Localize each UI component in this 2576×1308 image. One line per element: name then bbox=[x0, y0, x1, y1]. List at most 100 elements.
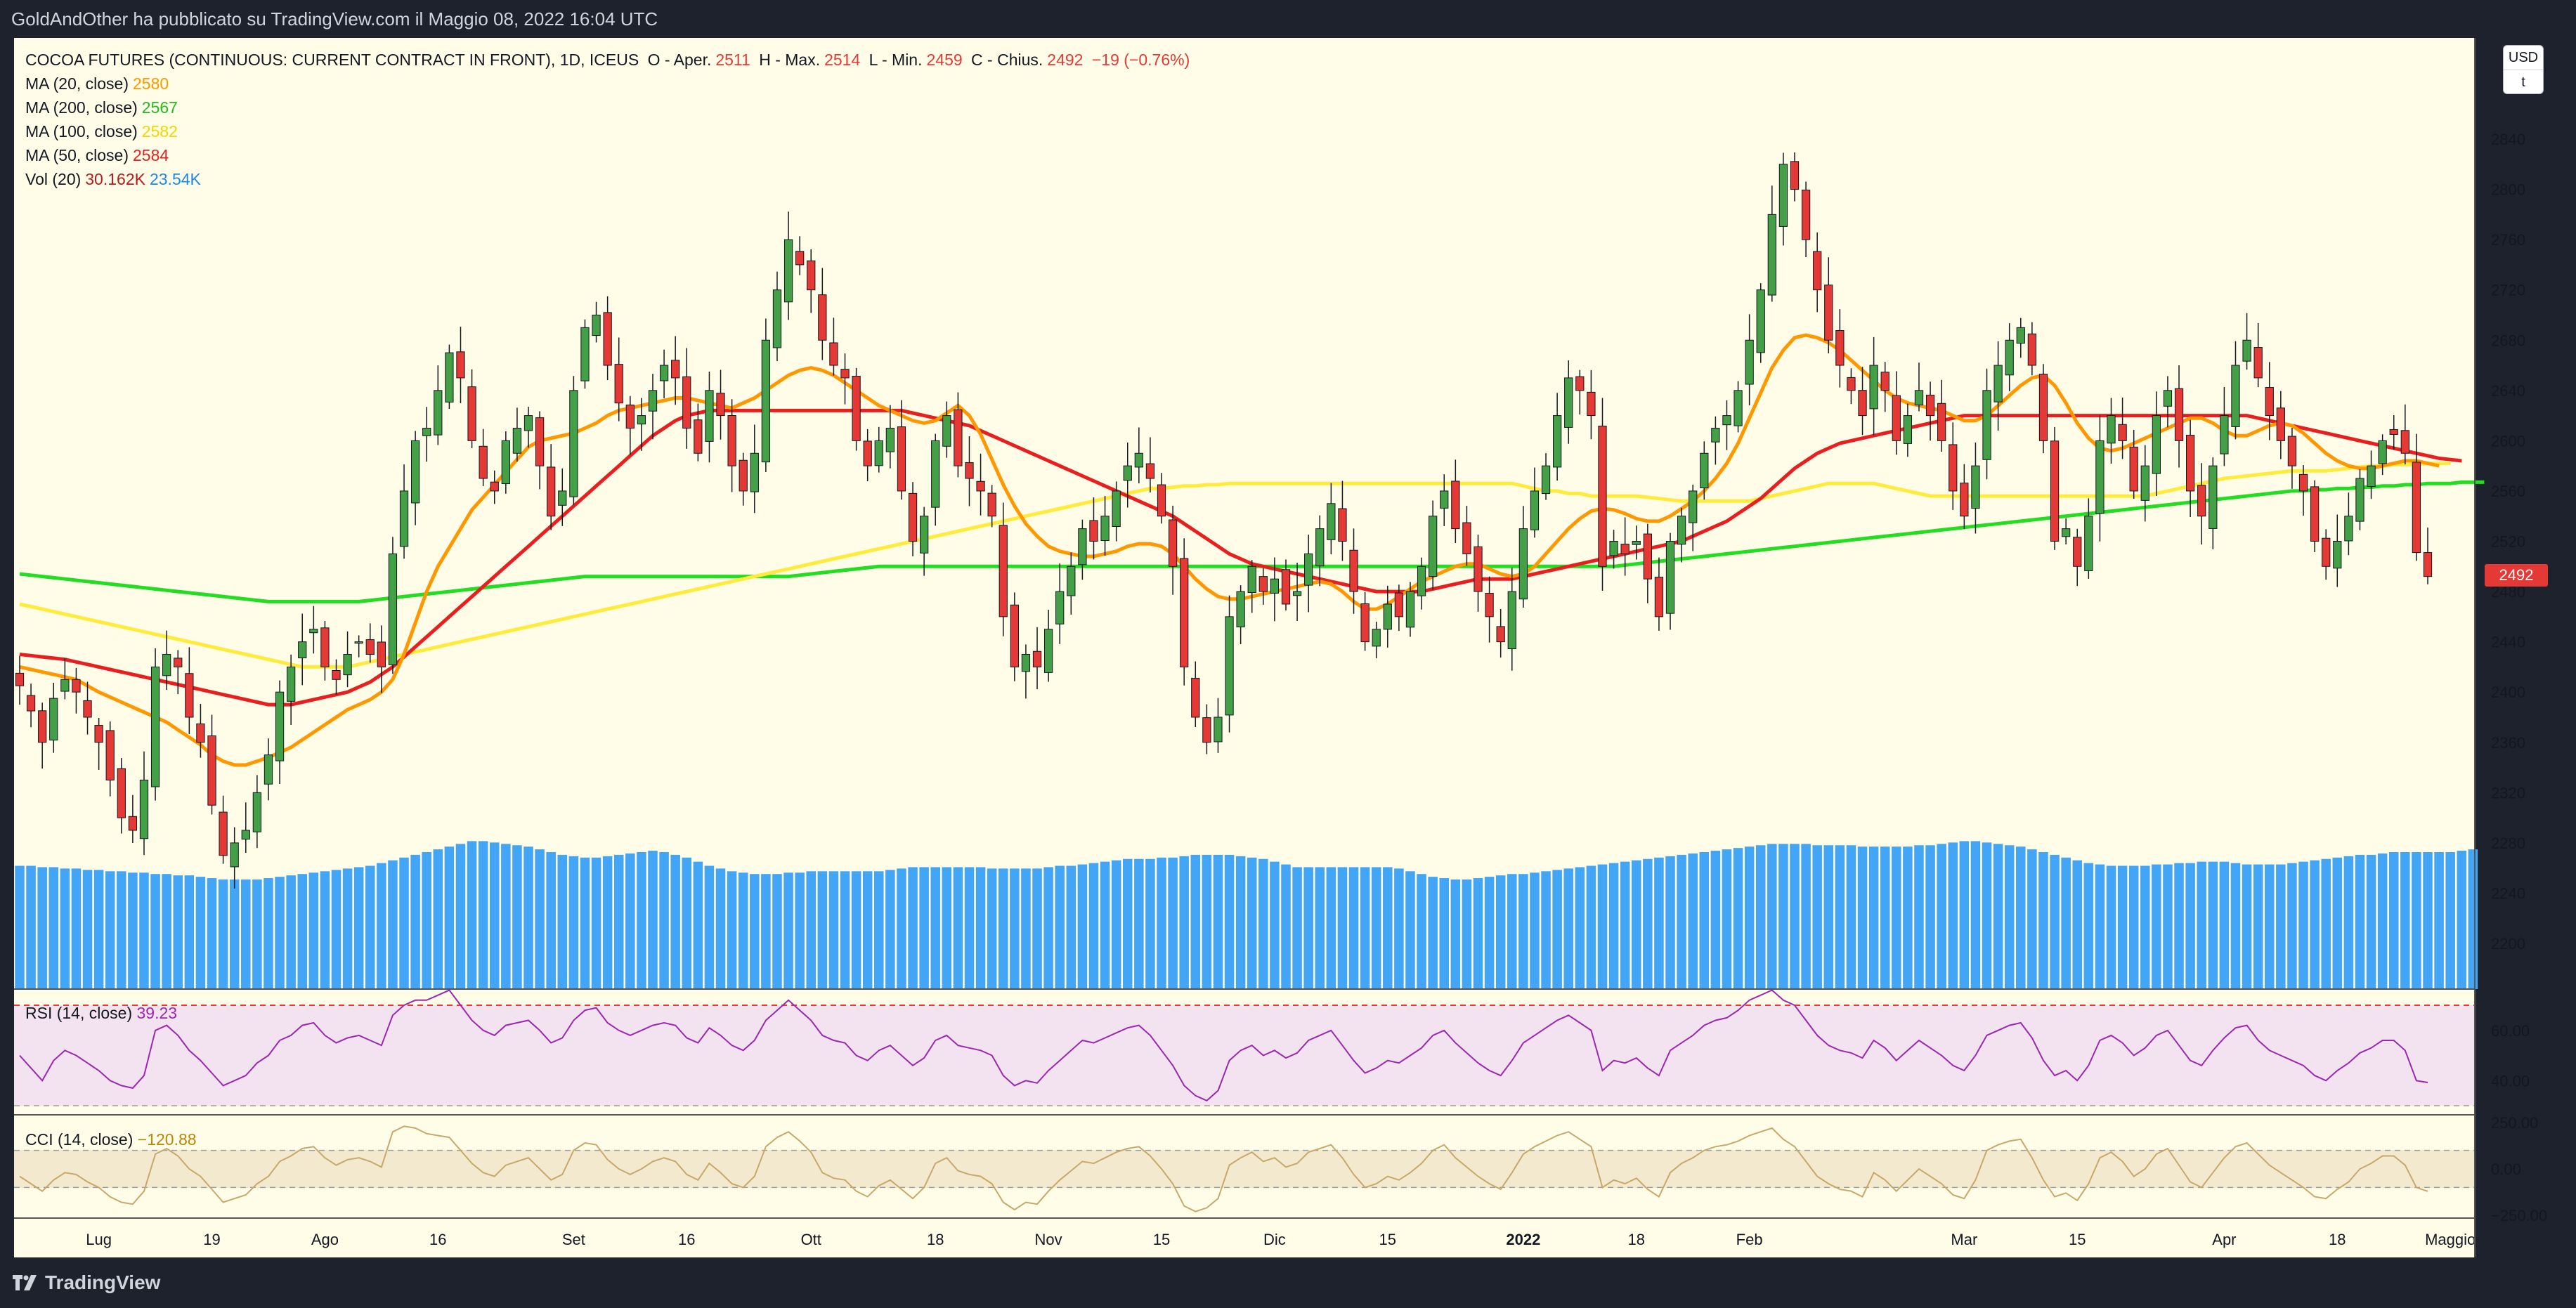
volume-bar bbox=[862, 871, 873, 989]
candle-body bbox=[1801, 189, 1811, 240]
rsi-background-band bbox=[14, 1005, 2475, 1106]
legend-ma200-value: 2567 bbox=[141, 98, 178, 117]
volume-bar bbox=[1258, 858, 1268, 989]
rsi-axis-label: 40.00 bbox=[2491, 1072, 2530, 1090]
candle-body bbox=[490, 481, 499, 492]
volume-bar bbox=[2027, 849, 2037, 989]
candle-body bbox=[264, 754, 273, 785]
candle-body bbox=[976, 480, 985, 492]
candle-body bbox=[682, 376, 691, 429]
candle-body bbox=[705, 390, 714, 442]
candle-body bbox=[1055, 591, 1065, 624]
volume-bar bbox=[1235, 856, 1246, 989]
legend-close-label: C - Chius. bbox=[971, 51, 1043, 69]
volume-bar bbox=[93, 870, 104, 989]
candle-body bbox=[795, 251, 805, 266]
candle-body bbox=[1530, 490, 1540, 530]
volume-bar bbox=[48, 867, 59, 989]
candle-body bbox=[1214, 717, 1223, 743]
candle-body bbox=[637, 415, 646, 425]
volume-bar bbox=[2174, 863, 2184, 989]
volume-bar bbox=[2388, 852, 2399, 989]
volume-bar bbox=[195, 877, 206, 989]
tradingview-logo[interactable]: TradingView bbox=[13, 1271, 160, 1294]
candle-body bbox=[1123, 465, 1132, 481]
price-axis-label: 2320 bbox=[2491, 784, 2525, 802]
candle-body bbox=[1021, 654, 1031, 672]
candle-body bbox=[162, 654, 171, 676]
candle-body bbox=[1960, 483, 1969, 517]
candle-body bbox=[309, 629, 318, 634]
candle-body bbox=[512, 427, 522, 454]
candle-body bbox=[558, 490, 567, 506]
time-axis-label: 16 bbox=[678, 1231, 695, 1248]
volume-bar bbox=[919, 867, 929, 989]
legend-ma20: MA (20, close) 2580 bbox=[25, 74, 173, 93]
legend-ma100: MA (100, close) 2582 bbox=[25, 122, 182, 141]
candle-body bbox=[1767, 214, 1776, 296]
candle-body bbox=[1168, 519, 1178, 567]
candle-body bbox=[965, 462, 974, 479]
candle-body bbox=[501, 440, 510, 485]
volume-bar bbox=[422, 852, 431, 989]
volume-bar bbox=[1982, 842, 1992, 989]
volume-bar bbox=[783, 872, 793, 989]
volume-bar bbox=[998, 868, 1008, 989]
candle-body bbox=[49, 698, 58, 741]
candle-body bbox=[1824, 285, 1833, 341]
volume-bar bbox=[2050, 854, 2060, 989]
price-axis-label: 2760 bbox=[2491, 231, 2525, 249]
volume-bar bbox=[444, 846, 455, 989]
candle-body bbox=[377, 641, 386, 667]
volume-bar bbox=[1111, 860, 1121, 989]
volume-bar bbox=[557, 854, 568, 989]
volume-bar bbox=[828, 871, 839, 989]
volume-bar bbox=[670, 854, 680, 989]
candle-body bbox=[2038, 374, 2048, 441]
currency-code[interactable]: USD bbox=[2508, 50, 2539, 65]
volume-bar bbox=[1575, 867, 1585, 989]
candle-body bbox=[783, 239, 793, 303]
candle-body bbox=[931, 440, 940, 508]
volume-bar bbox=[150, 874, 160, 989]
currency-selector[interactable]: USD t bbox=[2503, 45, 2544, 94]
candle-body bbox=[1689, 490, 1698, 523]
volume-bar bbox=[1281, 864, 1291, 989]
candle-body bbox=[1892, 395, 1901, 441]
candle-body bbox=[128, 816, 138, 831]
volume-bar bbox=[1348, 867, 1359, 989]
timezone-toggle[interactable]: t bbox=[2504, 70, 2543, 94]
volume-bar bbox=[2152, 864, 2161, 989]
volume-bar bbox=[2366, 854, 2376, 989]
price-axis-label: 2840 bbox=[2491, 131, 2525, 148]
volume-bar bbox=[591, 857, 601, 989]
volume-bar bbox=[1688, 853, 1698, 989]
price-axis-label: 2200 bbox=[2491, 935, 2525, 953]
candle-body bbox=[2016, 327, 2025, 344]
volume-bar bbox=[1303, 867, 1313, 989]
legend-low-value: 2459 bbox=[926, 51, 963, 69]
candle-body bbox=[252, 792, 262, 832]
ma100-line bbox=[19, 462, 2451, 669]
candle-body bbox=[1383, 603, 1392, 630]
volume-bar bbox=[1168, 857, 1178, 989]
volume-bar bbox=[1812, 845, 1822, 989]
volume-bar bbox=[2083, 863, 2094, 989]
candle-body bbox=[2174, 388, 2184, 441]
volume-bar bbox=[930, 867, 940, 989]
candle-body bbox=[739, 459, 748, 492]
volume-bar bbox=[2140, 865, 2150, 989]
volume-bar bbox=[501, 844, 511, 989]
price-axis-label: 2720 bbox=[2491, 282, 2525, 299]
candle-body bbox=[2231, 365, 2240, 427]
legend-ohlc: COCOA FUTURES (CONTINUOUS: CURRENT CONTR… bbox=[25, 51, 1194, 70]
candle-body bbox=[354, 641, 363, 644]
volume-bar bbox=[738, 872, 748, 989]
candle-body bbox=[1451, 480, 1460, 530]
volume-bar bbox=[1224, 854, 1235, 989]
volume-bar bbox=[1405, 871, 1415, 989]
volume-bar bbox=[1586, 865, 1596, 989]
volume-bar bbox=[2457, 851, 2467, 989]
volume-bar bbox=[1484, 877, 1495, 989]
